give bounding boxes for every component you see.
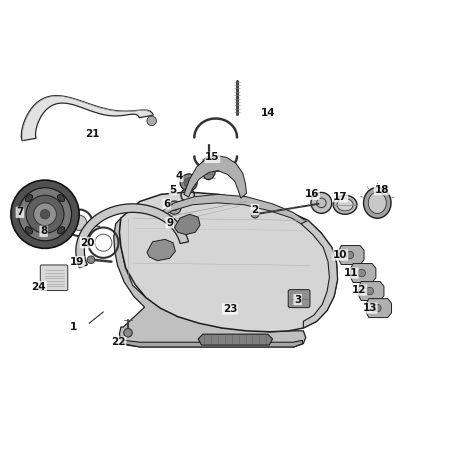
- Ellipse shape: [25, 194, 33, 202]
- Polygon shape: [119, 192, 337, 332]
- Text: 20: 20: [81, 237, 95, 248]
- Circle shape: [40, 210, 50, 219]
- Text: 4: 4: [175, 171, 183, 182]
- FancyBboxPatch shape: [40, 265, 68, 291]
- Text: 5: 5: [169, 184, 177, 195]
- Text: 1: 1: [70, 322, 77, 332]
- Circle shape: [358, 269, 365, 277]
- Circle shape: [34, 203, 56, 226]
- Text: 14: 14: [261, 108, 275, 118]
- Circle shape: [87, 256, 95, 264]
- Text: 8: 8: [40, 226, 47, 237]
- Circle shape: [171, 204, 178, 211]
- Polygon shape: [198, 334, 273, 345]
- Polygon shape: [339, 246, 364, 264]
- Polygon shape: [366, 299, 392, 318]
- Text: 7: 7: [16, 207, 24, 218]
- Polygon shape: [114, 218, 306, 347]
- Polygon shape: [174, 214, 200, 235]
- Polygon shape: [351, 264, 376, 283]
- Polygon shape: [184, 155, 246, 198]
- Text: 2: 2: [251, 204, 259, 215]
- Circle shape: [168, 201, 181, 214]
- Ellipse shape: [333, 195, 357, 214]
- Text: 10: 10: [333, 250, 347, 260]
- Ellipse shape: [25, 227, 33, 234]
- Text: 11: 11: [344, 268, 358, 278]
- Text: 16: 16: [305, 189, 319, 200]
- Ellipse shape: [337, 199, 353, 211]
- Ellipse shape: [57, 194, 65, 202]
- Polygon shape: [21, 96, 153, 141]
- Circle shape: [124, 328, 132, 337]
- Circle shape: [311, 192, 332, 213]
- Circle shape: [374, 304, 381, 312]
- Text: 23: 23: [223, 304, 237, 314]
- Polygon shape: [159, 194, 313, 232]
- Text: 3: 3: [294, 294, 301, 305]
- Text: 17: 17: [333, 191, 347, 202]
- Circle shape: [147, 116, 156, 126]
- Polygon shape: [147, 239, 175, 261]
- Circle shape: [18, 188, 72, 241]
- Text: 24: 24: [32, 282, 46, 292]
- Text: 12: 12: [352, 285, 366, 295]
- Circle shape: [72, 215, 87, 230]
- Text: 22: 22: [111, 337, 126, 347]
- Polygon shape: [359, 282, 384, 301]
- Text: 13: 13: [363, 303, 377, 313]
- Ellipse shape: [368, 192, 386, 214]
- Circle shape: [346, 251, 354, 259]
- Circle shape: [180, 174, 197, 191]
- Circle shape: [184, 178, 193, 187]
- Text: 6: 6: [163, 199, 171, 209]
- Text: 18: 18: [374, 184, 389, 195]
- Circle shape: [251, 210, 259, 218]
- Ellipse shape: [57, 227, 65, 234]
- Text: 19: 19: [70, 256, 84, 267]
- Circle shape: [11, 180, 79, 248]
- Polygon shape: [123, 340, 302, 347]
- FancyBboxPatch shape: [288, 290, 310, 308]
- Text: 15: 15: [205, 152, 219, 163]
- Circle shape: [366, 287, 374, 295]
- Ellipse shape: [364, 188, 391, 219]
- Text: 9: 9: [166, 218, 173, 228]
- Polygon shape: [301, 220, 337, 328]
- Ellipse shape: [201, 157, 216, 180]
- Text: 21: 21: [85, 128, 100, 139]
- Polygon shape: [76, 204, 189, 268]
- Circle shape: [26, 195, 64, 233]
